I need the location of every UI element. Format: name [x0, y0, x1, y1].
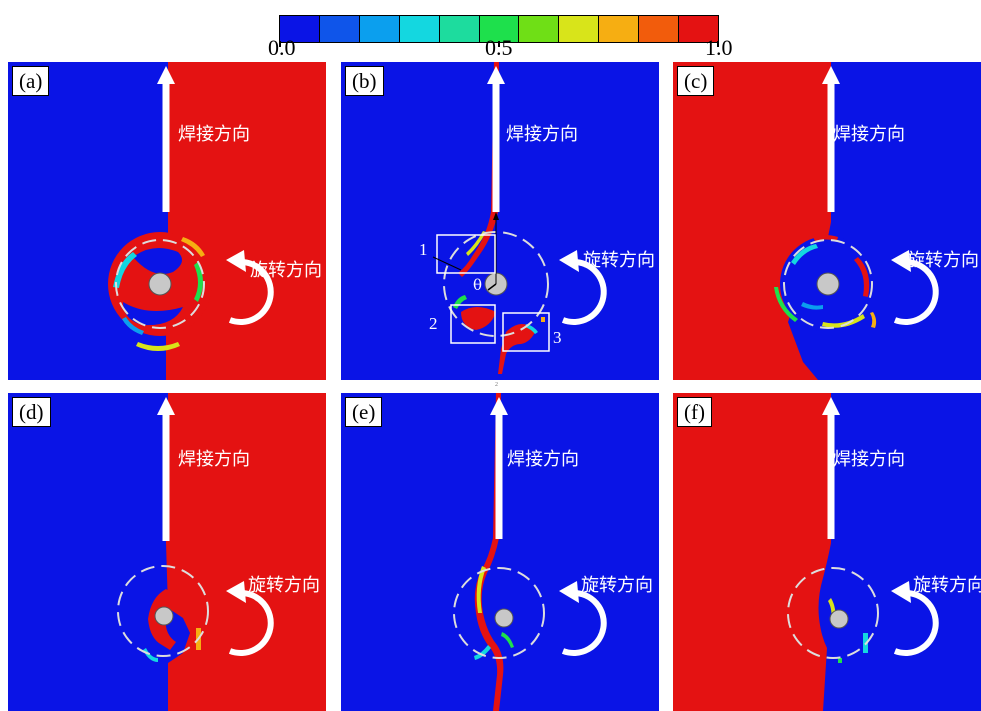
welding-direction-label: 焊接方向 — [833, 449, 905, 470]
colorbar-segment — [559, 16, 600, 42]
panel-label: (f) — [677, 397, 712, 428]
welding-direction-label: 焊接方向 — [506, 124, 578, 145]
colorbar-segment — [399, 16, 440, 42]
material-field-e — [341, 393, 659, 711]
rotation-direction-label: 旋转方向 — [583, 250, 655, 271]
panel-label: (c) — [677, 66, 715, 97]
welding-direction-label: 焊接方向 — [833, 124, 905, 145]
colorbar-label-mid: 0.5 — [485, 35, 513, 60]
material-field-b — [341, 62, 659, 380]
rotation-direction-label: 旋转方向 — [913, 575, 981, 596]
page-marker: 2 — [495, 382, 498, 388]
colorbar-segment — [359, 16, 400, 42]
material-field-a — [8, 62, 326, 380]
panel-label: (d) — [12, 397, 51, 428]
material-field-f — [673, 393, 981, 711]
material-field-c — [673, 62, 981, 380]
region-label-3: 3 — [553, 328, 562, 347]
panel-a: (a) 焊接方向 旋转方向 — [8, 62, 326, 380]
rotation-direction-label: 旋转方向 — [907, 250, 979, 271]
rotation-direction-label: 旋转方向 — [581, 575, 653, 596]
colorbar-tick — [717, 41, 719, 47]
region-label-2: 2 — [429, 314, 438, 333]
material-field-d — [8, 393, 326, 711]
colorbar-segment — [639, 16, 680, 42]
colorbar-segment — [439, 16, 480, 42]
panel-label: (a) — [12, 66, 50, 97]
panel-f: (f) 焊接方向 旋转方向 — [673, 393, 981, 711]
theta-symbol: θ — [473, 276, 483, 294]
rotation-direction-label: 旋转方向 — [248, 575, 320, 596]
region-label-1: 1 — [419, 240, 428, 259]
panel-b: (b) 焊接方向 旋转方向 1 2 3 θ — [341, 62, 659, 380]
colorbar-label-min: 0.0 — [268, 35, 296, 60]
panel-d: (d) 焊接方向 旋转方向 — [8, 393, 326, 711]
welding-direction-label: 焊接方向 — [507, 449, 579, 470]
welding-direction-label: 焊接方向 — [178, 124, 250, 145]
panel-c: (c) 焊接方向 旋转方向 — [673, 62, 981, 380]
rotation-direction-label: 旋转方向 — [250, 260, 322, 281]
colorbar-tick — [279, 41, 281, 47]
colorbar-segment — [679, 16, 718, 42]
panel-label: (b) — [345, 66, 384, 97]
colorbar — [279, 15, 719, 43]
colorbar-label-max: 1.0 — [705, 35, 733, 60]
colorbar-segment — [319, 16, 360, 42]
panel-e: (e) 焊接方向 旋转方向 — [341, 393, 659, 711]
colorbar-segment — [479, 16, 520, 42]
colorbar-tick — [498, 41, 500, 47]
colorbar-segment — [280, 16, 320, 42]
colorbar-segment — [519, 16, 560, 42]
panel-label: (e) — [345, 397, 383, 428]
colorbar-segment — [599, 16, 640, 42]
welding-direction-label: 焊接方向 — [178, 449, 250, 470]
